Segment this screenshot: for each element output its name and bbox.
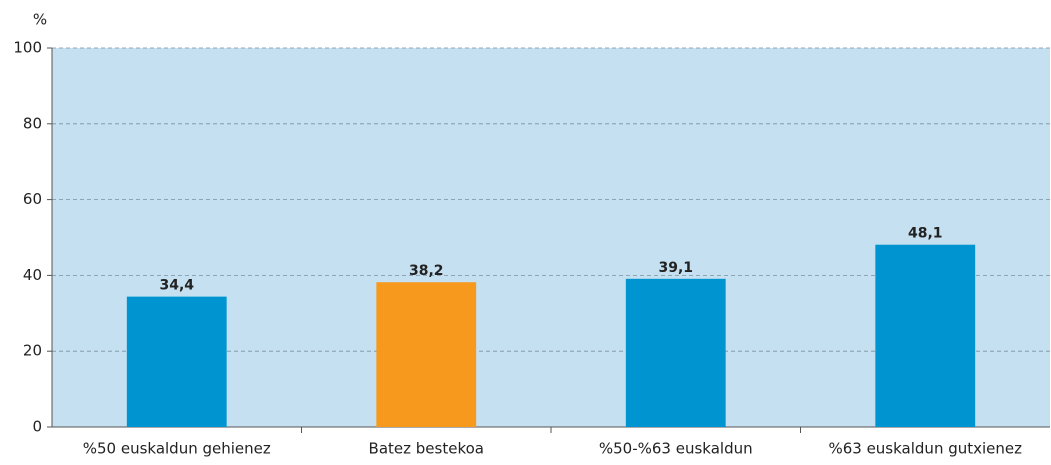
bar: [875, 244, 976, 427]
y-tick-label: 40: [23, 266, 42, 284]
y-tick-label: 60: [23, 190, 42, 208]
y-tick-label: 20: [23, 342, 42, 360]
value-label: 39,1: [658, 260, 693, 276]
y-tick-label: 100: [13, 39, 42, 57]
x-tick-label: %63 euskaldun gutxienez: [828, 440, 1022, 458]
x-tick-label: %50-%63 euskaldun: [599, 440, 753, 458]
bar: [376, 282, 477, 427]
y-axis-label: %: [33, 11, 47, 29]
x-tick-label: %50 euskaldun gehienez: [83, 440, 271, 458]
x-tick-label: Batez bestekoa: [369, 440, 484, 458]
bar: [625, 278, 726, 427]
y-tick-label: 0: [32, 418, 42, 436]
bar: [126, 296, 227, 427]
value-label: 48,1: [908, 226, 943, 242]
y-tick-label: 80: [23, 114, 42, 132]
value-label: 38,2: [409, 263, 444, 279]
value-label: 34,4: [159, 278, 194, 294]
